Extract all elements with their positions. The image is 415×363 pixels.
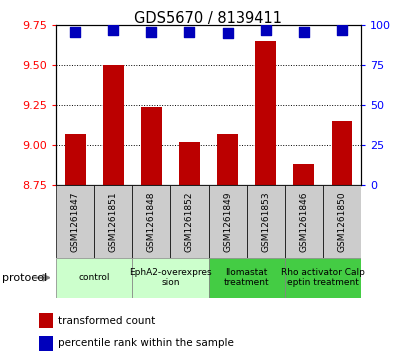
Bar <box>255 41 276 185</box>
Bar <box>323 185 361 258</box>
Text: GDS5670 / 8139411: GDS5670 / 8139411 <box>134 11 281 26</box>
Point <box>224 30 231 36</box>
Bar <box>132 258 209 298</box>
Point <box>186 29 193 35</box>
Point <box>300 29 307 35</box>
Text: GSM1261848: GSM1261848 <box>147 191 156 252</box>
Point <box>110 27 117 33</box>
Text: GSM1261846: GSM1261846 <box>299 191 308 252</box>
Bar <box>56 258 132 298</box>
Bar <box>39 313 53 329</box>
Text: Ilomastat
treatment: Ilomastat treatment <box>224 268 269 287</box>
Point <box>262 27 269 33</box>
Bar <box>209 258 285 298</box>
Text: EphA2-overexpres
sion: EphA2-overexpres sion <box>129 268 212 287</box>
Text: GSM1261850: GSM1261850 <box>337 191 347 252</box>
Bar <box>171 185 209 258</box>
Text: percentile rank within the sample: percentile rank within the sample <box>58 338 234 348</box>
Text: protocol: protocol <box>2 273 47 283</box>
Bar <box>285 185 323 258</box>
Bar <box>209 185 247 258</box>
Bar <box>56 185 94 258</box>
Point <box>148 29 155 35</box>
Bar <box>217 134 238 185</box>
Bar <box>247 185 285 258</box>
Text: Rho activator Calp
eptin treatment: Rho activator Calp eptin treatment <box>281 268 365 287</box>
Bar <box>332 121 352 185</box>
Bar <box>65 134 85 185</box>
Bar <box>94 185 132 258</box>
Bar <box>103 65 124 185</box>
Text: GSM1261852: GSM1261852 <box>185 191 194 252</box>
Bar <box>285 258 361 298</box>
Bar <box>179 142 200 185</box>
Text: GSM1261849: GSM1261849 <box>223 191 232 252</box>
Bar <box>39 336 53 351</box>
Point <box>339 27 345 33</box>
Bar <box>132 185 171 258</box>
Text: transformed count: transformed count <box>58 316 155 326</box>
Text: control: control <box>78 273 110 282</box>
Point <box>72 29 78 35</box>
Text: GSM1261847: GSM1261847 <box>71 191 80 252</box>
Text: GSM1261853: GSM1261853 <box>261 191 270 252</box>
Bar <box>141 107 162 185</box>
Bar <box>293 164 314 185</box>
Text: GSM1261851: GSM1261851 <box>109 191 118 252</box>
